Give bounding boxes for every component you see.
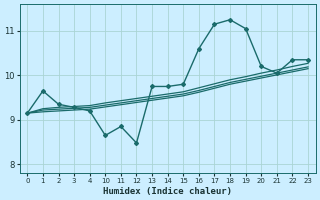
X-axis label: Humidex (Indice chaleur): Humidex (Indice chaleur)	[103, 187, 232, 196]
